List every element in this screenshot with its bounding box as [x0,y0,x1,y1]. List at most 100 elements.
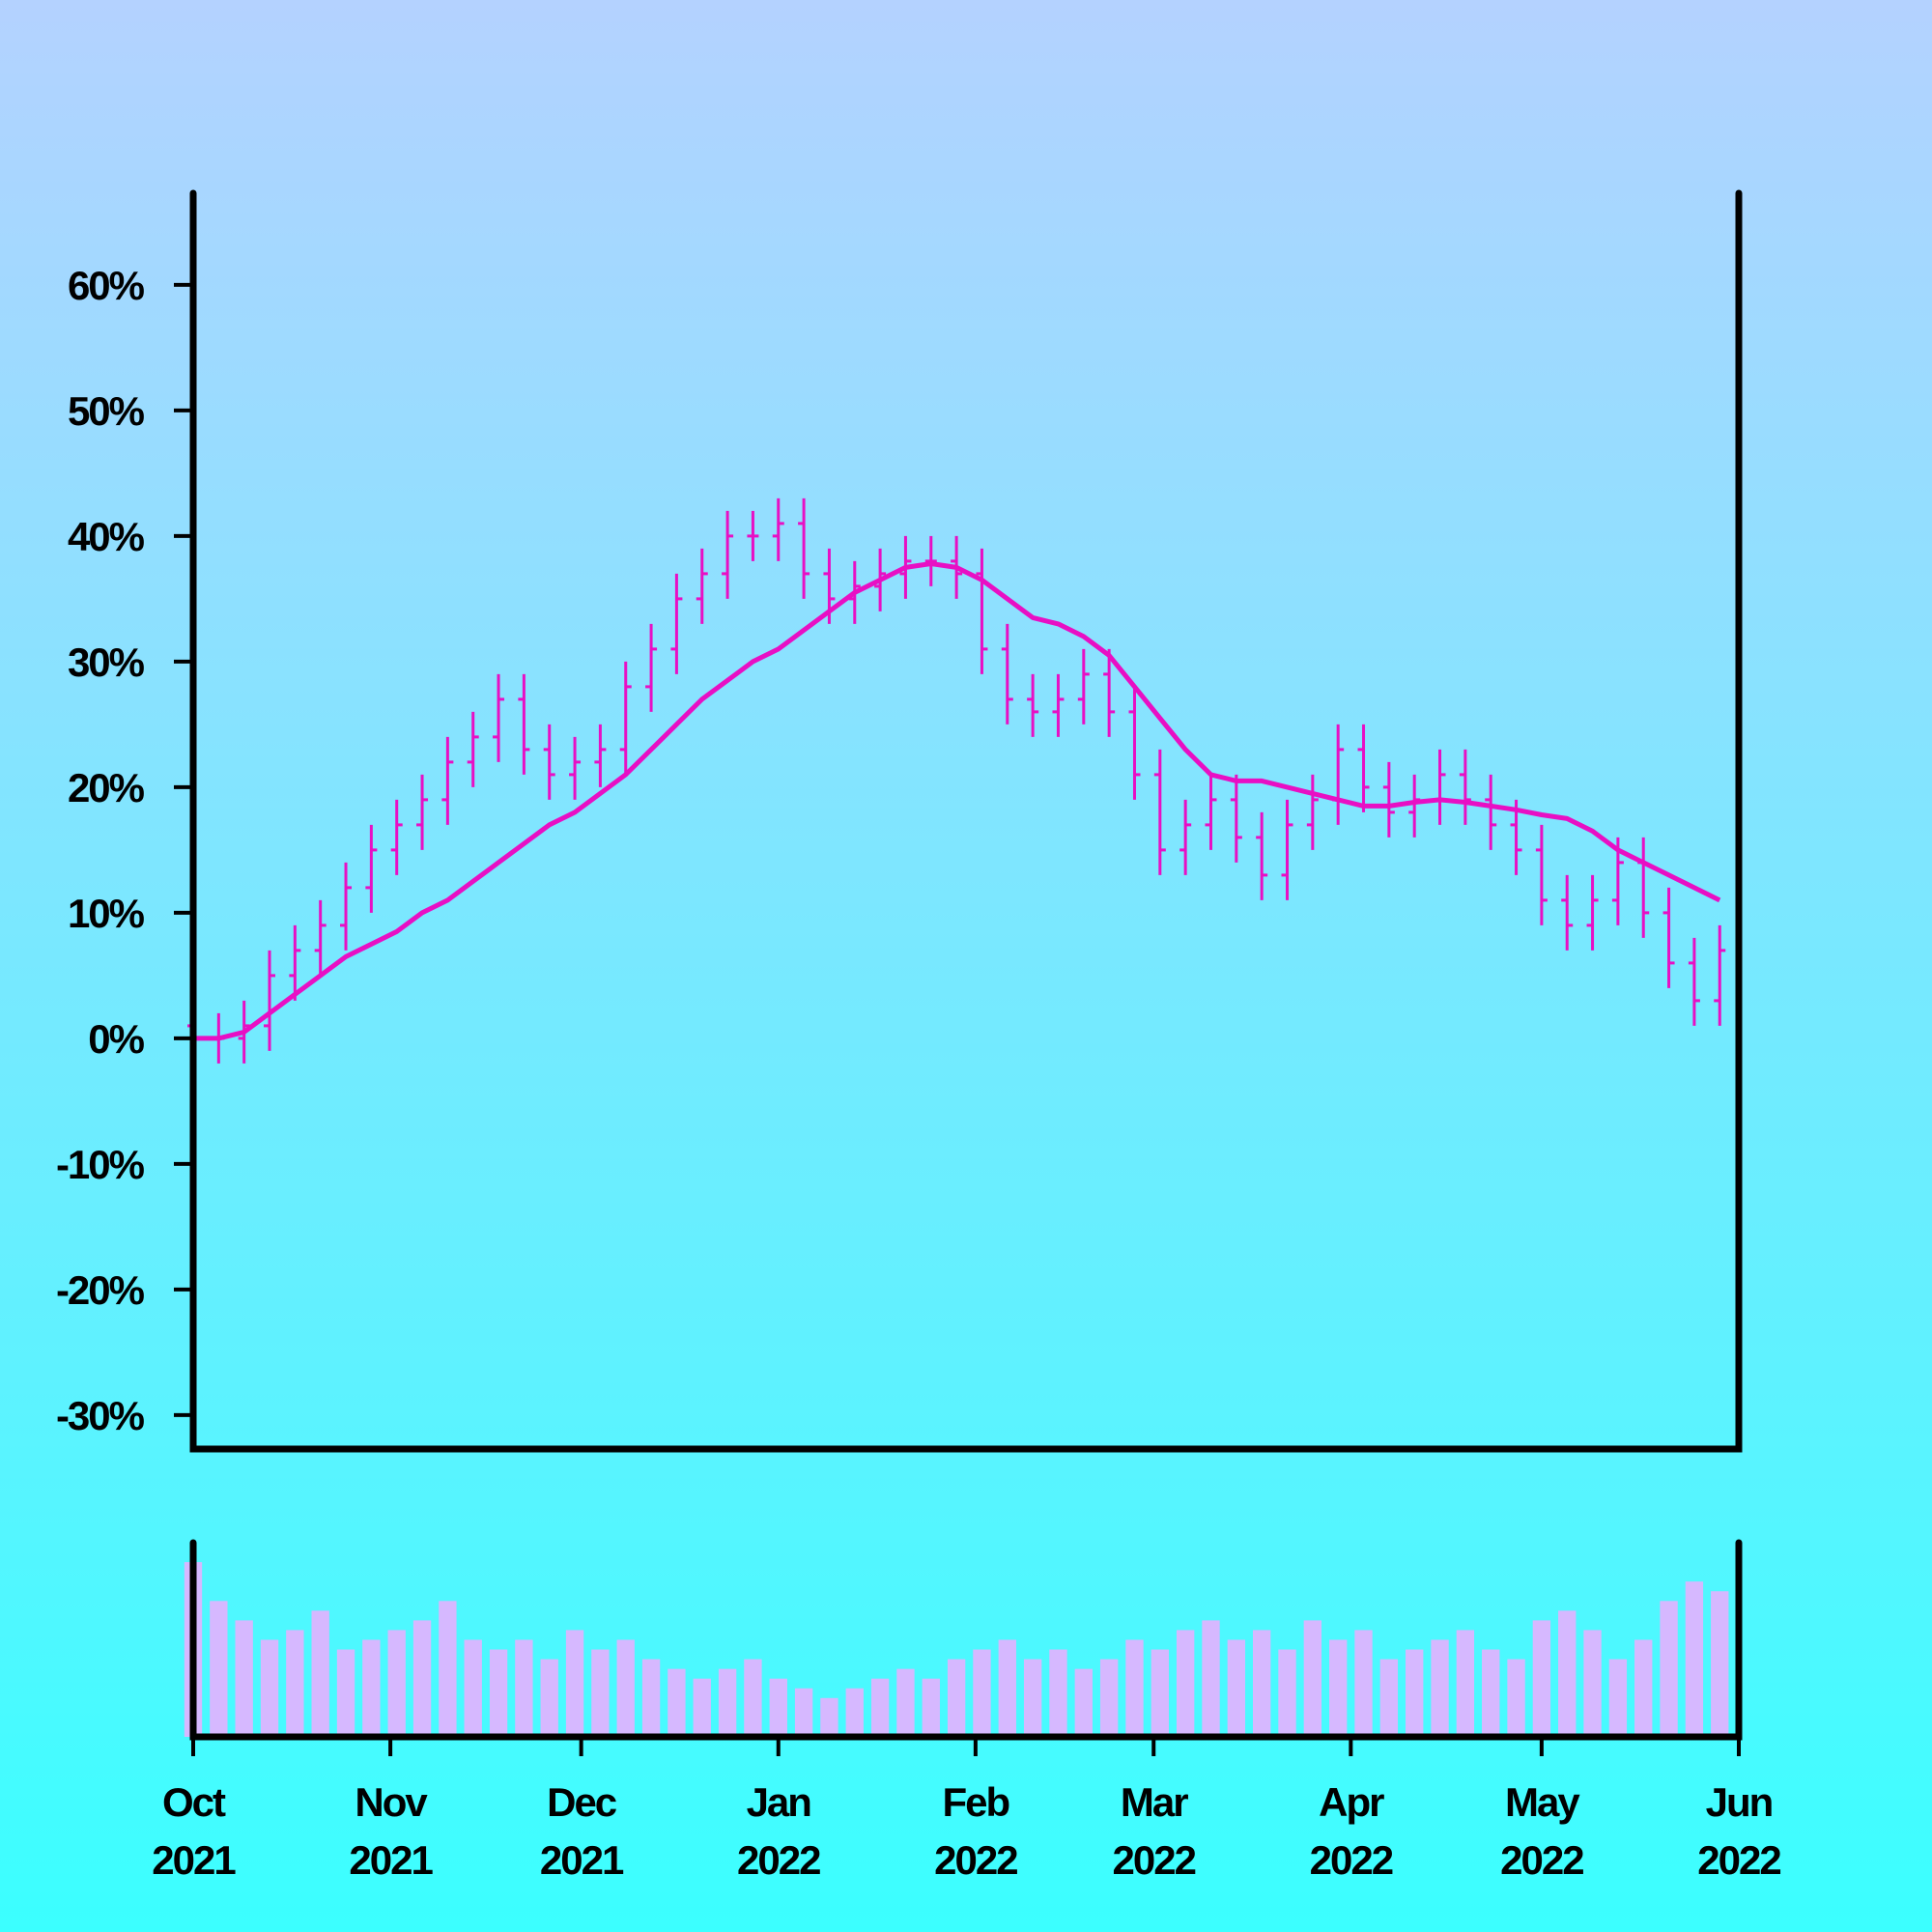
x-tick-label: Apr 2022 [1310,1779,1393,1883]
volume-bar [870,1678,890,1737]
x-tick-label: Jun 2022 [1697,1779,1780,1883]
volume-bar [1608,1659,1628,1737]
x-tick-label-line: Mar [1121,1779,1188,1825]
volume-bar [922,1678,940,1737]
x-tick-label-line: Apr [1319,1779,1384,1825]
x-tick-label-line: 2022 [737,1837,820,1883]
volume-bar [591,1649,610,1737]
price-frame [189,189,1743,1453]
y-tick-label: 40% [68,514,145,559]
volume-bar [845,1688,864,1737]
volume-bar [1406,1649,1424,1737]
volume-bar [1583,1630,1602,1737]
y-tick-label: 20% [68,765,145,810]
x-tick-label: Dec 2021 [540,1779,624,1883]
x-tick-label: Mar 2022 [1113,1779,1196,1883]
x-tick-label-line: Dec [547,1779,617,1825]
volume-bar [311,1610,329,1737]
volume-bar [616,1639,635,1737]
volume-bar [1482,1649,1500,1737]
volume-bar [1023,1659,1042,1737]
x-tick-label-line: 2022 [1697,1837,1780,1883]
volume-bar [336,1649,355,1737]
volume-bar [718,1668,737,1737]
volume-bar [1125,1639,1144,1737]
moving-average [193,561,1721,1041]
volume-bar [439,1601,457,1737]
y-tick-label: 30% [68,639,145,685]
volume-bar [1074,1668,1093,1737]
volume-bar [820,1697,838,1737]
y-tick-label: -30% [56,1393,145,1438]
x-tick-label: May 2022 [1500,1779,1583,1883]
x-tick-label-line: Jan [747,1779,811,1825]
x-tick-label: Nov 2021 [349,1779,433,1883]
volume-bar [1252,1630,1271,1737]
x-tick-label-line: Oct [162,1779,226,1825]
volume-bar [1099,1659,1119,1737]
volume-bar [1227,1639,1246,1737]
x-tick-label-line: 2021 [152,1837,236,1883]
y-tick-label: 50% [68,388,145,434]
volume-bar [387,1630,406,1737]
x-tick-label-line: 2022 [1113,1837,1196,1883]
volume-bar [1202,1620,1220,1737]
axes: -30%-20%-10%0%10%20%30%40%50%60%Oct 2021N… [56,189,1782,1883]
y-tick-label: 60% [68,263,145,308]
volume-bar [1354,1630,1373,1737]
volume-bar [1711,1591,1729,1737]
volume-bar [1329,1639,1348,1737]
volume-bar [641,1659,661,1737]
volume-bar [1634,1639,1653,1737]
volume-bar [1456,1630,1475,1737]
x-tick-label-line: 2021 [540,1837,624,1883]
volume-bar [896,1668,915,1737]
volume-bar [286,1630,304,1737]
volume-bar [1660,1601,1678,1737]
y-tick-label: -10% [56,1142,145,1187]
volume-bar [668,1668,686,1737]
x-tick-label-line: 2022 [1500,1837,1583,1883]
volume-bar [235,1620,253,1737]
volume-bar [794,1688,813,1737]
volume-bar [412,1620,432,1737]
x-tick-label-line: 2022 [1310,1837,1393,1883]
x-tick-label-line: 2022 [934,1837,1017,1883]
volume-bar [260,1639,279,1737]
volume-bar [540,1659,558,1737]
x-tick-label-line: Nov [355,1779,428,1825]
volume-bar [464,1639,482,1737]
volume-bar [769,1678,787,1737]
volume-bar [1685,1581,1704,1737]
volume-bar [1431,1639,1449,1737]
x-tick-label-line: May [1505,1779,1580,1825]
volume-bar [210,1601,228,1737]
volume-bar [362,1639,381,1737]
volume-bar [1303,1620,1322,1737]
volume-bar [1278,1649,1296,1737]
volume-bar [565,1630,584,1737]
volume-bar [1176,1630,1195,1737]
volume-bar [693,1678,711,1737]
volume-bar [1558,1610,1577,1737]
volume-bar [947,1659,966,1737]
volume-bar [1049,1649,1067,1737]
x-tick-label-line: Feb [943,1779,1009,1825]
x-tick-label: Jan 2022 [737,1779,820,1883]
volume-bar [489,1649,508,1737]
x-tick-label-line: Jun [1706,1779,1773,1825]
y-tick-label: -20% [56,1267,145,1313]
volume-bar [515,1639,533,1737]
y-tick-label: 10% [68,891,145,936]
y-tick-label: 0% [88,1016,144,1062]
x-tick-label: Feb 2022 [934,1779,1017,1883]
volume-bar [1532,1620,1551,1737]
price-panel [187,497,1726,1064]
volume-bar [744,1659,762,1737]
x-tick-label-line: 2021 [349,1837,433,1883]
volume-bar [1151,1649,1170,1737]
volume-bar [998,1639,1016,1737]
volume-bar [1507,1659,1525,1737]
